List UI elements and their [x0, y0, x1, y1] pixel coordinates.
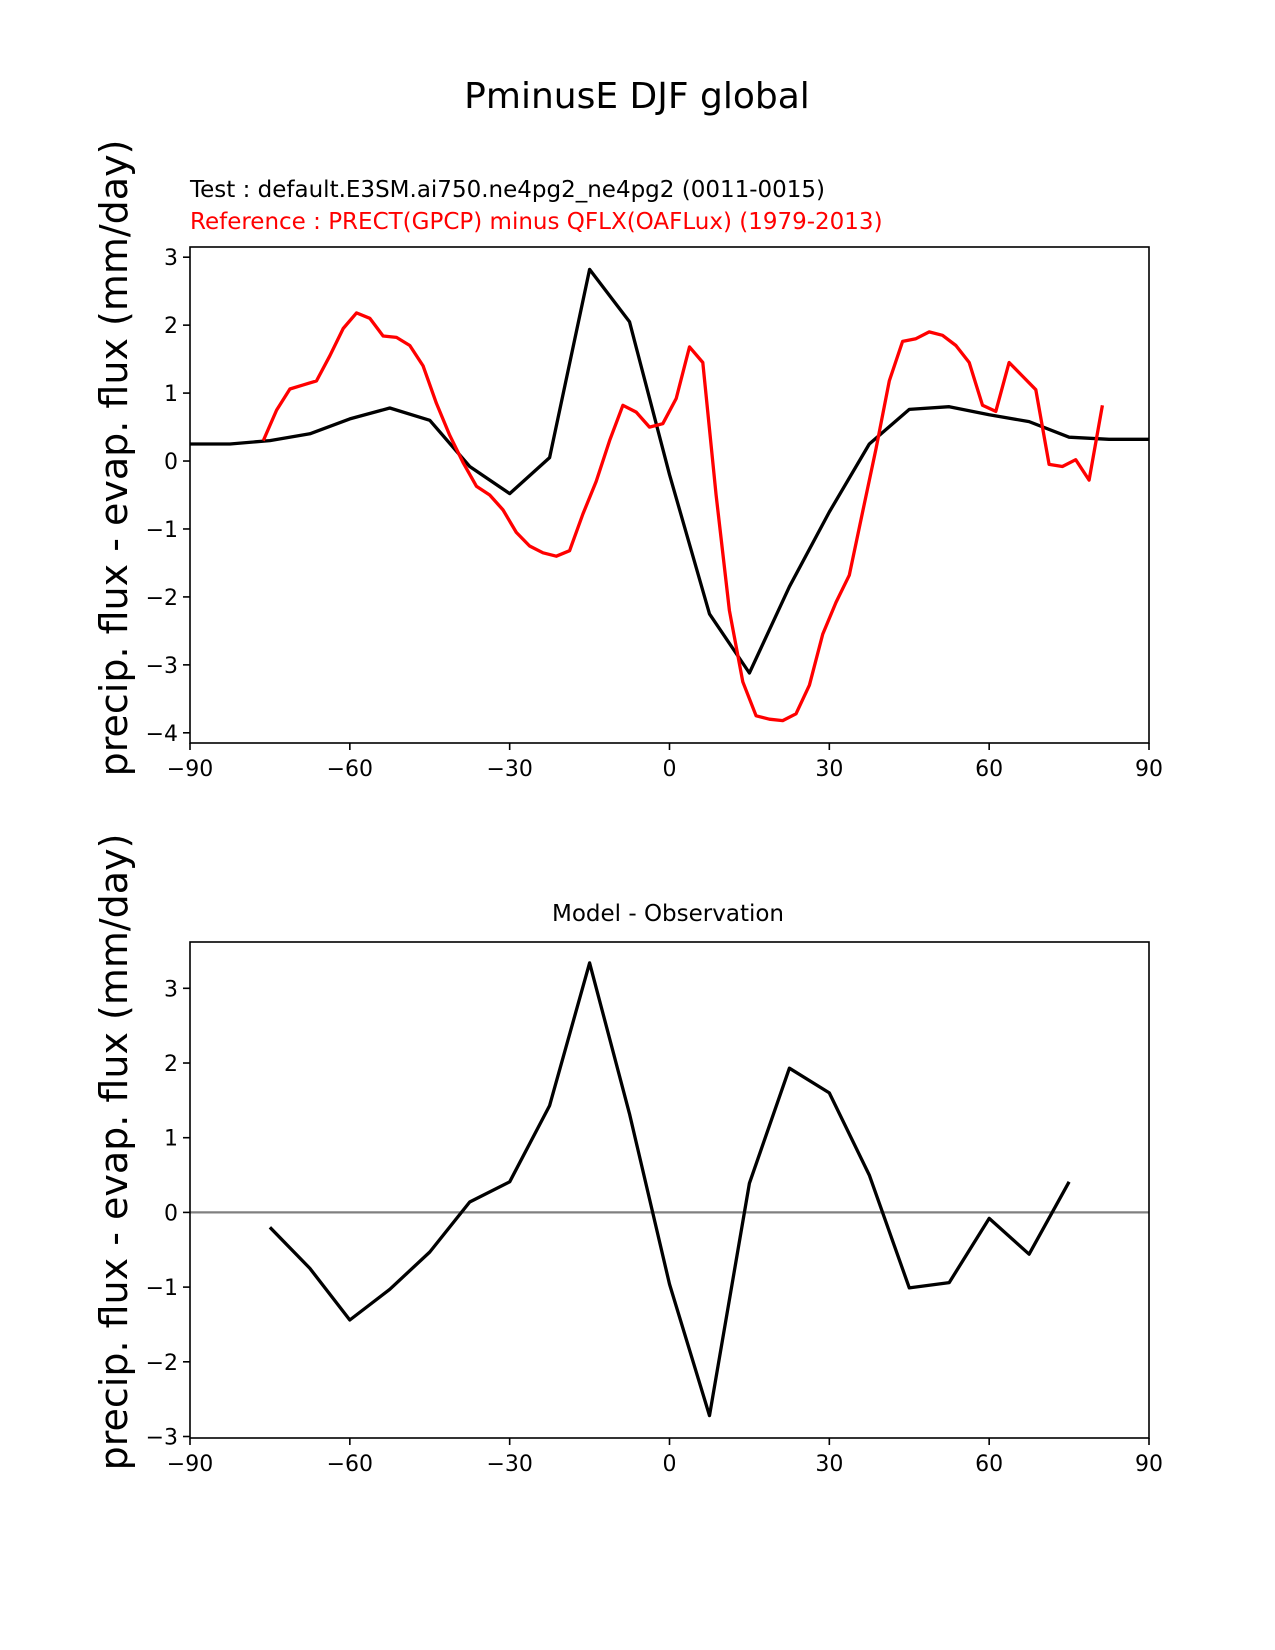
bottom-panel: −90 −60 −30 0 30 60 90 −3 −2 −1 0 1 2 3 [146, 941, 1163, 1477]
bottom-xtick-label: −60 [327, 1452, 373, 1477]
top-ytick-label: −3 [146, 654, 178, 679]
bottom-xtick-label: 0 [663, 1452, 677, 1477]
test-label: Test : default.E3SM.ai750.ne4pg2_ne4pg2 … [189, 177, 825, 203]
top-xtick-label: 60 [975, 757, 1003, 782]
bottom-xtick-label: −90 [167, 1452, 213, 1477]
bottom-series-difference [268, 961, 1071, 1418]
bottom-panel-ylabel: precip. flux - evap. flux (mm/day) [92, 834, 136, 1471]
top-panel-ylabel: precip. flux - evap. flux (mm/day) [92, 140, 136, 777]
top-plot-frame [189, 246, 1150, 744]
top-ytick-label: −4 [146, 722, 178, 747]
bottom-xtick-label: −30 [486, 1452, 532, 1477]
bottom-xtick-label: 90 [1135, 1452, 1163, 1477]
diff-panel-title: Model - Observation [552, 901, 784, 927]
bottom-xtick-label: 30 [815, 1452, 843, 1477]
bottom-ytick-label: 1 [164, 1127, 178, 1152]
bottom-ytick-label: −1 [146, 1276, 178, 1301]
top-panel: −90 −60 −30 0 30 60 90 −4 −3 −2 −1 0 1 2 3 [146, 246, 1163, 782]
top-xtick-label: −90 [167, 757, 213, 782]
bottom-ytick-label: −2 [146, 1351, 178, 1376]
top-series-reference [261, 311, 1105, 723]
top-xtick-label: 90 [1135, 757, 1163, 782]
bottom-plot-frame [189, 941, 1150, 1439]
top-ytick-label: 2 [164, 314, 178, 339]
bottom-ytick-label: 0 [164, 1201, 178, 1226]
bottom-xtick-label: 60 [975, 1452, 1003, 1477]
bottom-ytick-label: 2 [164, 1052, 178, 1077]
bottom-ytick-label: 3 [164, 977, 178, 1002]
top-series-test [190, 267, 1149, 675]
top-xtick-label: 0 [663, 757, 677, 782]
top-xtick-label: 30 [815, 757, 843, 782]
top-ytick-label: 1 [164, 382, 178, 407]
reference-label: Reference : PRECT(GPCP) minus QFLX(OAFLu… [190, 209, 883, 235]
top-ytick-label: 3 [164, 246, 178, 271]
top-xtick-label: −60 [327, 757, 373, 782]
top-ytick-label: −2 [146, 586, 178, 611]
top-ytick-label: 0 [164, 450, 178, 475]
top-ytick-label: −1 [146, 518, 178, 543]
figure-title: PminusE DJF global [464, 76, 810, 117]
bottom-ytick-label: −3 [146, 1426, 178, 1451]
top-xtick-label: −30 [486, 757, 532, 782]
